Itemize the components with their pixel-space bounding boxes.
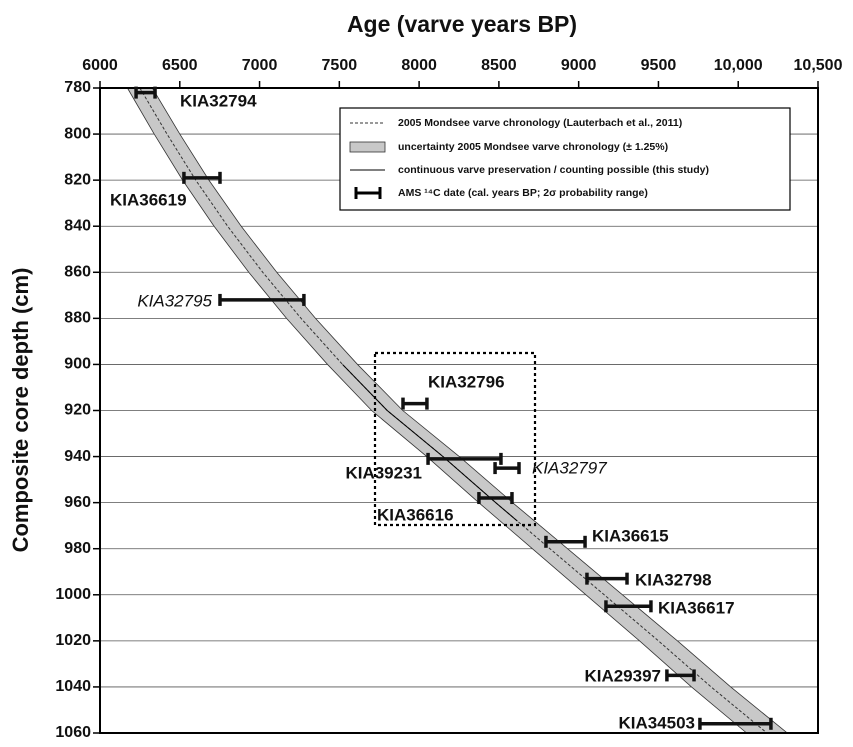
date-label: KIA32797	[532, 458, 607, 477]
date-range	[477, 492, 514, 505]
y-tick-label: 800	[64, 125, 91, 142]
date-label: KIA32798	[635, 570, 712, 589]
date-range	[401, 397, 429, 410]
y-axis-label: Composite core depth (cm)	[8, 268, 33, 553]
x-tick-label: 10,000	[714, 57, 763, 74]
y-tick-label: 820	[64, 171, 91, 188]
y-tick-label: 880	[64, 310, 91, 327]
date-label: KIA34503	[618, 713, 695, 732]
x-tick-label: 8000	[401, 57, 437, 74]
y-tick-label: 920	[64, 402, 91, 419]
y-tick-label: 900	[64, 356, 91, 373]
y-tick-label: 1040	[55, 678, 91, 695]
date-label: KIA32794	[180, 91, 257, 110]
date-label: KIA36615	[592, 526, 669, 545]
legend-label: 2005 Mondsee varve chronology (Lauterbac…	[398, 117, 682, 129]
chart-title: Age (varve years BP)	[347, 11, 577, 37]
date-label: KIA32795	[137, 291, 212, 310]
y-tick-label: 840	[64, 217, 91, 234]
y-tick-label: 1000	[55, 586, 91, 603]
x-tick-label: 6000	[82, 57, 118, 74]
y-tick-label: 860	[64, 264, 91, 281]
legend-label: uncertainty 2005 Mondsee varve chronolog…	[398, 141, 668, 153]
date-range	[182, 171, 222, 184]
plot-frame	[99, 87, 819, 734]
date-label: KIA32796	[428, 372, 505, 391]
x-tick-label: 7500	[322, 57, 358, 74]
y-tick-label: 980	[64, 540, 91, 557]
date-label: KIA36617	[658, 598, 735, 617]
y-tick-label: 1060	[55, 724, 91, 741]
x-tick-label: 6500	[162, 57, 198, 74]
continuous-line	[342, 364, 518, 522]
date-range	[426, 452, 503, 465]
date-label: KIA29397	[584, 666, 661, 685]
x-tick-label: 7000	[242, 57, 278, 74]
legend-swatch	[349, 141, 386, 153]
date-range	[544, 535, 587, 548]
date-range	[218, 293, 306, 306]
y-tick-label: 960	[64, 494, 91, 511]
date-label: KIA39231	[345, 463, 422, 482]
focus-box	[373, 351, 537, 527]
x-tick-label: 8500	[481, 57, 517, 74]
legend	[339, 107, 791, 211]
date-label: KIA36616	[377, 505, 454, 524]
y-tick-label: 940	[64, 448, 91, 465]
date-range	[665, 669, 696, 682]
y-tick-label: 780	[64, 79, 91, 96]
date-range	[604, 600, 653, 613]
date-range	[493, 462, 521, 475]
date-range	[585, 572, 629, 585]
date-range	[134, 86, 157, 99]
date-range	[698, 717, 773, 730]
date-label: KIA36619	[110, 190, 187, 209]
x-tick-label: 9000	[561, 57, 597, 74]
legend-label: continuous varve preservation / counting…	[398, 164, 709, 176]
x-tick-label: 10,500	[794, 57, 843, 74]
x-tick-label: 9500	[641, 57, 677, 74]
y-tick-label: 1020	[55, 632, 91, 649]
legend-swatch	[354, 187, 382, 199]
plot-area: 780 800 820 840 860 880 900 920 940 960 980 1000 102…	[55, 57, 842, 741]
legend-label: AMS ¹⁴C date (cal. years BP; 2σ probabil…	[398, 187, 648, 199]
